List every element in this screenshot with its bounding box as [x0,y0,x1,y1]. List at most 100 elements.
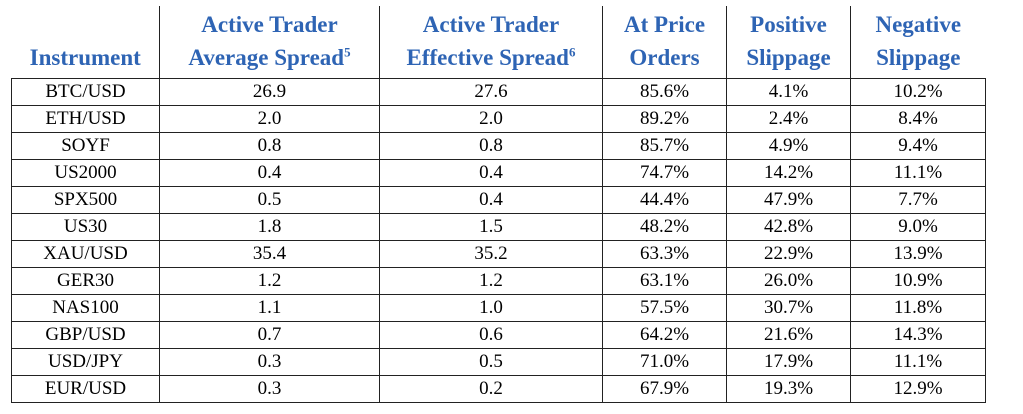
cell-negative-slippage: 11.1% [850,159,986,187]
cell-effective-spread: 0.6 [379,321,603,349]
cell-average-spread: 0.4 [159,159,380,187]
cell-at-price-orders: 67.9% [602,375,727,403]
cell-positive-slippage: 42.8% [726,213,851,241]
cell-instrument: USD/JPY [11,348,160,376]
cell-effective-spread: 1.0 [379,294,603,322]
header-average-spread: Active Trader Average Spread5 [159,6,380,79]
header-negative-line2: Slippage [876,45,961,70]
header-instrument: Instrument [11,6,160,79]
header-at-price-orders: At Price Orders [602,6,727,79]
cell-average-spread: 0.5 [159,186,380,214]
cell-average-spread: 0.3 [159,375,380,403]
table-row: XAU/USD 35.4 35.2 63.3% 22.9% 13.9% [11,240,986,268]
header-at-price-line1: At Price [623,12,706,37]
header-positive-line2: Slippage [746,45,831,70]
cell-positive-slippage: 4.1% [726,78,851,106]
cell-average-spread: 0.3 [159,348,380,376]
table-row: NAS100 1.1 1.0 57.5% 30.7% 11.8% [11,294,986,322]
cell-negative-slippage: 9.4% [850,132,986,160]
header-effective-spread-line1: Active Trader [422,12,560,37]
cell-negative-slippage: 8.4% [850,105,986,133]
cell-at-price-orders: 71.0% [602,348,727,376]
cell-negative-slippage: 12.9% [850,375,986,403]
table-row: US30 1.8 1.5 48.2% 42.8% 9.0% [11,213,986,241]
header-instrument-label: Instrument [29,45,141,70]
cell-instrument: US2000 [11,159,160,187]
cell-instrument: BTC/USD [11,78,160,106]
spread-table-container: Instrument Active Trader Average Spread5… [11,6,986,403]
header-positive-line1: Positive [750,12,827,37]
cell-positive-slippage: 47.9% [726,186,851,214]
cell-average-spread: 0.8 [159,132,380,160]
table-row: GBP/USD 0.7 0.6 64.2% 21.6% 14.3% [11,321,986,349]
cell-effective-spread: 1.5 [379,213,603,241]
cell-instrument: EUR/USD [11,375,160,403]
cell-average-spread: 1.8 [159,213,380,241]
cell-average-spread: 35.4 [159,240,380,268]
cell-instrument: XAU/USD [11,240,160,268]
cell-instrument: ETH/USD [11,105,160,133]
cell-average-spread: 26.9 [159,78,380,106]
header-effective-spread-line2: Effective Spread [406,45,569,70]
cell-at-price-orders: 89.2% [602,105,727,133]
cell-effective-spread: 0.2 [379,375,603,403]
header-at-price-line2: Orders [629,45,700,70]
cell-instrument: GBP/USD [11,321,160,349]
cell-instrument: GER30 [11,267,160,295]
cell-positive-slippage: 22.9% [726,240,851,268]
table-row: BTC/USD 26.9 27.6 85.6% 4.1% 10.2% [11,78,986,106]
cell-at-price-orders: 85.7% [602,132,727,160]
table-row: SPX500 0.5 0.4 44.4% 47.9% 7.7% [11,186,986,214]
table-body: BTC/USD 26.9 27.6 85.6% 4.1% 10.2% ETH/USD 2.0 2… [11,78,986,403]
cell-average-spread: 2.0 [159,105,380,133]
cell-instrument: SPX500 [11,186,160,214]
cell-negative-slippage: 11.1% [850,348,986,376]
cell-negative-slippage: 13.9% [850,240,986,268]
cell-effective-spread: 0.5 [379,348,603,376]
cell-positive-slippage: 26.0% [726,267,851,295]
table-row: SOYF 0.8 0.8 85.7% 4.9% 9.4% [11,132,986,160]
cell-at-price-orders: 64.2% [602,321,727,349]
cell-negative-slippage: 11.8% [850,294,986,322]
cell-average-spread: 1.2 [159,267,380,295]
header-row: Instrument Active Trader Average Spread5… [11,6,986,79]
cell-negative-slippage: 14.3% [850,321,986,349]
table-row: US2000 0.4 0.4 74.7% 14.2% 11.1% [11,159,986,187]
cell-effective-spread: 0.8 [379,132,603,160]
cell-at-price-orders: 63.1% [602,267,727,295]
table-row: EUR/USD 0.3 0.2 67.9% 19.3% 12.9% [11,375,986,403]
cell-effective-spread: 2.0 [379,105,603,133]
cell-instrument: US30 [11,213,160,241]
cell-effective-spread: 35.2 [379,240,603,268]
cell-negative-slippage: 9.0% [850,213,986,241]
cell-positive-slippage: 14.2% [726,159,851,187]
cell-negative-slippage: 10.9% [850,267,986,295]
cell-at-price-orders: 57.5% [602,294,727,322]
header-average-spread-line1: Active Trader [201,12,338,37]
cell-negative-slippage: 10.2% [850,78,986,106]
header-positive-slippage: Positive Slippage [726,6,851,79]
cell-effective-spread: 1.2 [379,267,603,295]
header-average-spread-line2: Average Spread [188,45,345,70]
table-row: GER30 1.2 1.2 63.1% 26.0% 10.9% [11,267,986,295]
header-negative-slippage: Negative Slippage [850,6,986,79]
table-header: Instrument Active Trader Average Spread5… [11,6,986,79]
cell-at-price-orders: 74.7% [602,159,727,187]
cell-positive-slippage: 17.9% [726,348,851,376]
cell-effective-spread: 0.4 [379,186,603,214]
table-row: ETH/USD 2.0 2.0 89.2% 2.4% 8.4% [11,105,986,133]
cell-effective-spread: 27.6 [379,78,603,106]
cell-instrument: SOYF [11,132,160,160]
footnote-marker: 5 [344,44,351,60]
spread-statistics-table: Instrument Active Trader Average Spread5… [11,6,986,403]
cell-average-spread: 1.1 [159,294,380,322]
header-negative-line1: Negative [875,12,962,37]
cell-at-price-orders: 44.4% [602,186,727,214]
cell-average-spread: 0.7 [159,321,380,349]
cell-effective-spread: 0.4 [379,159,603,187]
cell-at-price-orders: 85.6% [602,78,727,106]
footnote-marker: 6 [568,44,576,60]
cell-positive-slippage: 2.4% [726,105,851,133]
cell-at-price-orders: 63.3% [602,240,727,268]
cell-positive-slippage: 4.9% [726,132,851,160]
